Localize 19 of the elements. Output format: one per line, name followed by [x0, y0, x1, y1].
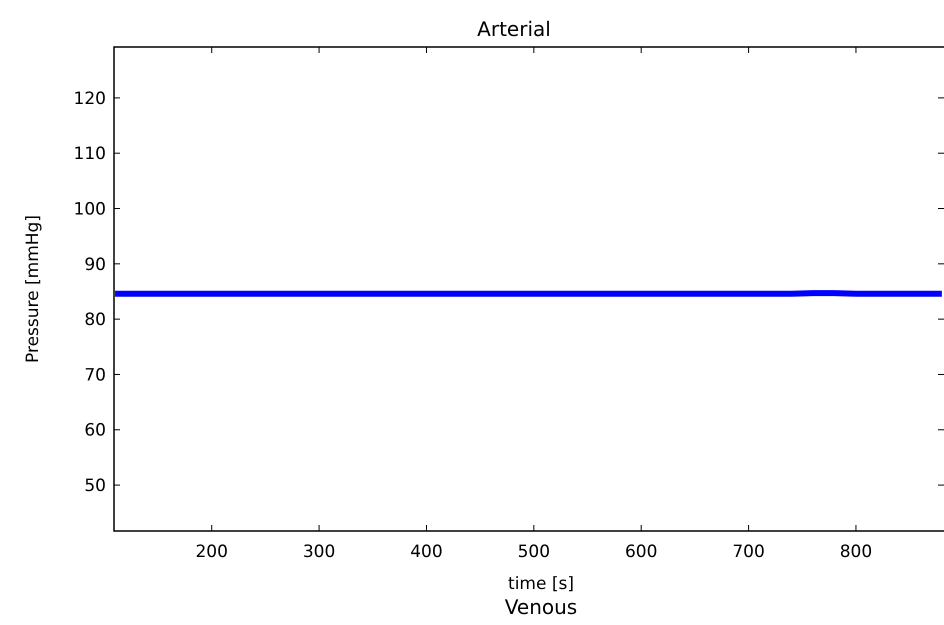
- y-tick-label: 90: [84, 254, 106, 275]
- y-tick-label: 120: [74, 88, 106, 109]
- x-tick-label: 700: [732, 542, 765, 562]
- x-axis-title: time [s]: [508, 574, 574, 594]
- x-tick-label: 300: [302, 542, 336, 562]
- x-tick-label: 200: [195, 542, 228, 562]
- y-tick-label: 80: [84, 310, 106, 330]
- y-tick-label: 60: [84, 420, 106, 441]
- x-tick-label: 800: [840, 542, 872, 562]
- text: Venous: [504, 595, 578, 619]
- y-axis-title: Pressure [mmHg]: [23, 215, 43, 363]
- x-tick-label: 400: [410, 542, 443, 562]
- chart-title: Arterial: [477, 17, 551, 41]
- y-tick-label: 70: [84, 365, 106, 386]
- x-tick-label: 500: [518, 542, 550, 562]
- y-tick-label: 110: [74, 144, 106, 164]
- y-tick-label: 50: [84, 476, 106, 496]
- x-tick-label: 600: [624, 542, 658, 562]
- y-tick-label: 100: [74, 199, 106, 220]
